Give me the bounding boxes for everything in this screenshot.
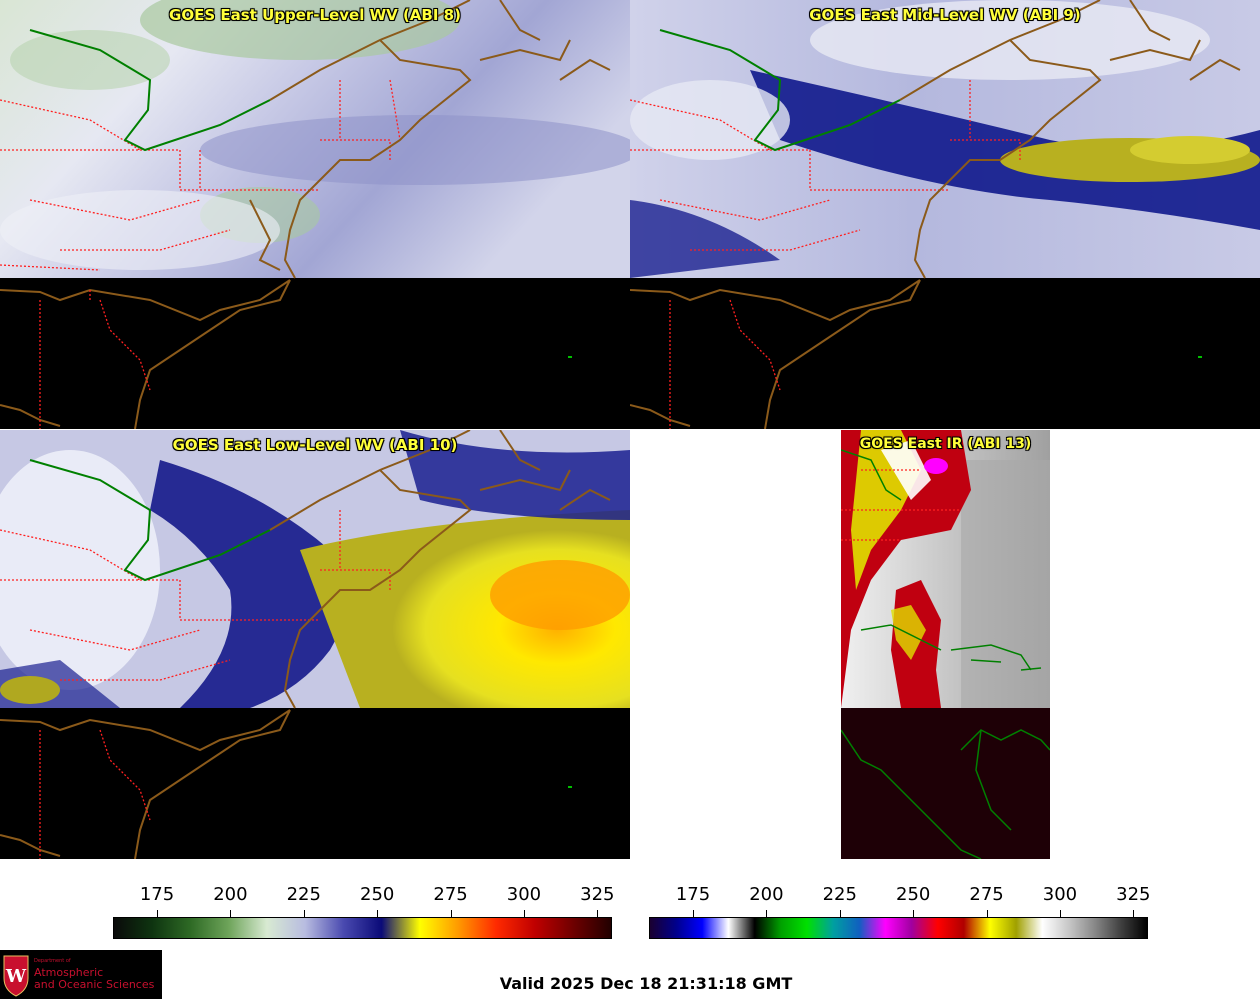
panel-title: GOES East Low-Level WV (ABI 10) (172, 436, 458, 454)
ir-panel: GOES East IR (ABI 13) (841, 430, 1050, 859)
ir-tick-mark (986, 910, 988, 917)
ir-tick-mark (839, 910, 841, 917)
logo-line-1: Atmospheric (34, 966, 104, 979)
mid-level-wv-image (630, 0, 1260, 429)
wv-tick-mark (230, 910, 232, 917)
ir-colorbar-ticks: 175 200 225 250 275 300 325 (649, 876, 1151, 917)
wv-tick-label: 275 (433, 884, 468, 905)
mid-level-wv-panel: GOES East Mid-Level WV (ABI 9) (630, 0, 1260, 429)
uw-crest-icon: W (3, 955, 29, 997)
logo-line-2: and Oceanic Sciences (34, 978, 155, 991)
ir-tick-label: 250 (895, 884, 931, 905)
wv-tick-label: 325 (580, 884, 615, 905)
logo-department: Department of (34, 958, 71, 964)
panel-title: GOES East Upper-Level WV (ABI 8) (169, 6, 461, 24)
wv-tick-mark (450, 910, 452, 917)
wv-colorbar-gradient (113, 917, 612, 939)
ir-tick-mark (693, 910, 695, 917)
ir-tick-mark (1133, 910, 1135, 917)
wv-tick-label: 300 (506, 884, 542, 905)
wv-tick-label: 200 (213, 884, 248, 905)
ir-tick-label: 275 (969, 884, 1004, 905)
ir-tick-label: 325 (1116, 884, 1151, 905)
wv-colorbar-ticks: 175 200 225 250 275 300 325 (113, 876, 615, 917)
ir-colorbar: 175 200 225 250 275 300 325 (649, 876, 1151, 940)
wv-tick-mark (377, 910, 379, 917)
aos-logo: W Department of Atmospheric and Oceanic … (0, 950, 162, 999)
ir-tick-mark (913, 910, 915, 917)
ir-tick-label: 225 (822, 884, 857, 905)
ir-tick-label: 300 (1042, 884, 1078, 905)
upper-level-wv-image (0, 0, 630, 429)
panel-title: GOES East Mid-Level WV (ABI 9) (809, 6, 1081, 24)
panel-title: GOES East IR (ABI 13) (859, 436, 1032, 452)
wv-colorbar: 175 200 225 250 275 300 325 (113, 876, 615, 940)
ir-tick-mark (1059, 910, 1061, 917)
upper-level-wv-panel: GOES East Upper-Level WV (ABI 8) (0, 0, 630, 429)
wv-tick-mark (597, 910, 599, 917)
svg-text:W: W (5, 966, 27, 987)
ir-image (841, 430, 1050, 859)
wv-tick-mark (303, 910, 305, 917)
low-level-wv-image (0, 430, 630, 859)
ir-tick-label: 175 (675, 884, 711, 905)
low-level-wv-panel: GOES East Low-Level WV (ABI 10) (0, 430, 630, 859)
wv-tick-label: 225 (286, 884, 321, 905)
wv-tick-mark (157, 910, 159, 917)
wv-tick-label: 175 (139, 884, 175, 905)
ir-colorbar-gradient (649, 917, 1148, 939)
valid-time: Valid 2025 Dec 18 21:31:18 GMT (499, 974, 793, 993)
ir-tick-mark (766, 910, 768, 917)
ir-tick-label: 200 (749, 884, 784, 905)
wv-tick-mark (523, 910, 525, 917)
wv-tick-label: 250 (359, 884, 395, 905)
